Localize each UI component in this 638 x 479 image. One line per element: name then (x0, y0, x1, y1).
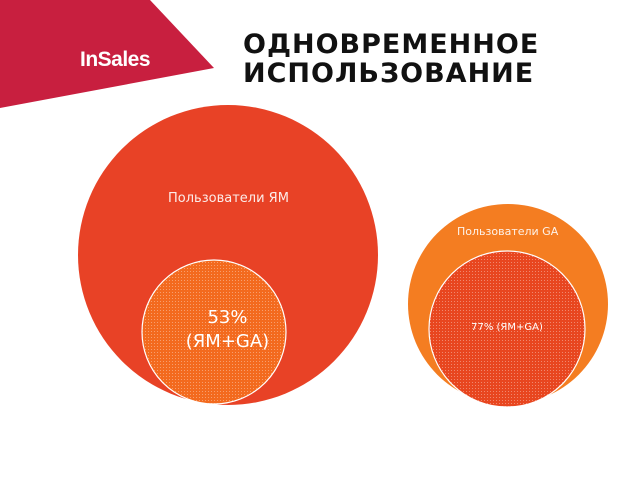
title-line-2: ИСПОЛЬЗОВАНИЕ (243, 58, 535, 89)
ym-overlap-label: 53% (ЯМ+GA) (150, 306, 305, 354)
ga-overlap-texture (429, 251, 585, 407)
ym-users-label: Пользователи ЯМ (168, 191, 289, 206)
ga-users-label: Пользователи GA (457, 225, 559, 238)
title-line-1: ОДНОВРЕМЕННОЕ (243, 29, 540, 60)
ym-overlap-caption: (ЯМ+GA) (185, 331, 270, 352)
page-title: ОДНОВРЕМЕННОЕ ИСПОЛЬЗОВАНИЕ (243, 30, 539, 88)
ym-overlap-texture (142, 260, 286, 404)
insales-logo: InSales (80, 48, 151, 71)
logo-banner (0, 0, 214, 108)
ym-overlap-percent: 53% (207, 307, 248, 328)
ga-overlap-label: 77% (ЯМ+GA) (471, 322, 543, 333)
